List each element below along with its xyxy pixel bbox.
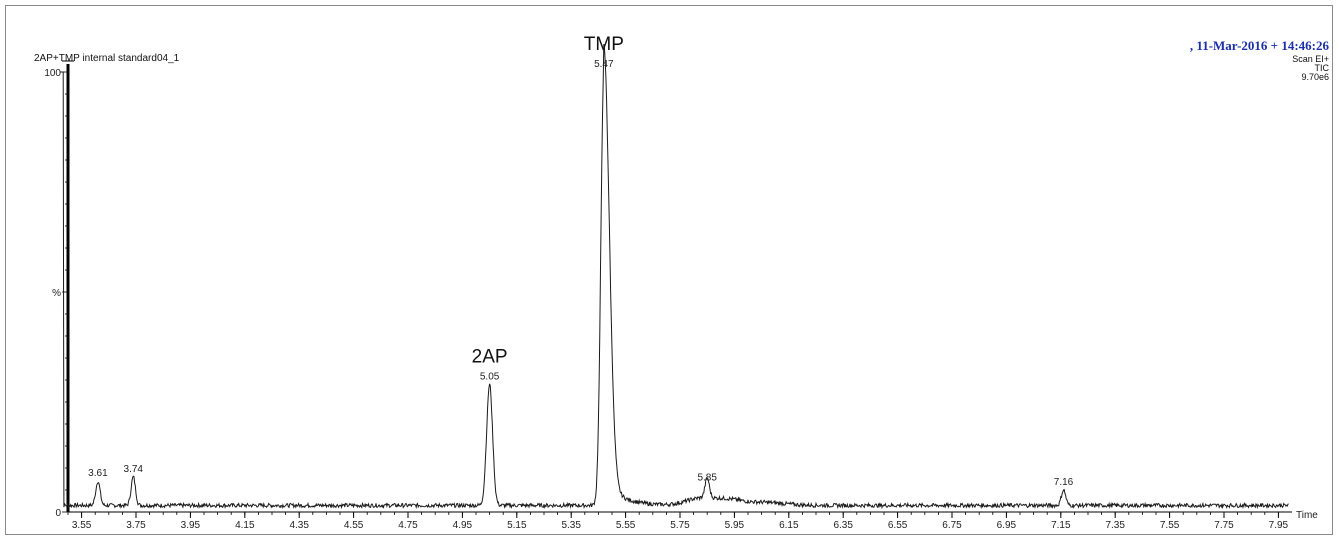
x-tick-label: 6.15	[779, 520, 799, 531]
x-tick-label: 4.95	[453, 520, 473, 531]
x-tick-label: 7.95	[1269, 520, 1289, 531]
tic-trace	[59, 44, 1289, 510]
x-tick-label: 5.35	[561, 520, 581, 531]
y-tick-label: 0	[55, 508, 61, 519]
peak-label: 7.16	[1054, 477, 1074, 488]
x-tick-label: 3.95	[181, 520, 201, 531]
y-ticks: 0% 100	[44, 68, 68, 519]
x-tick-label: 7.15	[1051, 520, 1071, 531]
x-tick-label: 4.75	[398, 520, 418, 531]
acquisition-datetime: , 11-Mar-2016 + 14:46:26	[1189, 38, 1329, 53]
peak-label: 5.47	[594, 59, 614, 70]
x-tick-label: 7.35	[1105, 520, 1125, 531]
peak-label: 5.05	[480, 371, 500, 382]
x-tick-label: 5.15	[507, 520, 527, 531]
y-tick-label: 100	[44, 68, 61, 79]
x-tick-label: 7.75	[1214, 520, 1234, 531]
peak-label: 3.74	[124, 464, 144, 475]
axes: Time	[62, 60, 1318, 521]
scan-mode: Scan EI+	[1292, 54, 1329, 64]
x-tick-label: 3.75	[126, 520, 146, 531]
x-axis-label: Time	[1296, 510, 1318, 521]
sample-name: 2AP+TMP internal standard04_1	[34, 53, 180, 64]
peak-labels: 3.61 3.74 5.05 5.47 5.85 7.16	[88, 59, 1074, 488]
max-intensity: 9.70e6	[1301, 72, 1329, 82]
peak-label: 3.61	[88, 468, 108, 479]
compound-annotation: 2AP	[472, 346, 508, 367]
x-tick-label: 5.55	[616, 520, 636, 531]
x-tick-label: 4.35	[289, 520, 309, 531]
chart-frame	[5, 5, 1333, 535]
x-tick-label: 6.75	[942, 520, 962, 531]
trace-type: TIC	[1314, 63, 1330, 73]
x-tick-label: 5.75	[670, 520, 690, 531]
compound-annotation: TMP	[584, 34, 624, 55]
x-tick-label: 6.95	[997, 520, 1017, 531]
x-tick-label: 6.35	[833, 520, 853, 531]
x-ticks: 3.55 3.75 3.95 4.15 4.35 4.55 4.75 4.95 5.15 5.35…	[67, 512, 1289, 531]
y-tick-label: %	[52, 288, 61, 299]
x-tick-label: 6.55	[888, 520, 908, 531]
peak-label: 5.85	[697, 473, 717, 484]
x-tick-label: 4.15	[235, 520, 255, 531]
x-tick-label: 3.55	[72, 520, 92, 531]
peak-annotations: TMP 2AP	[472, 34, 624, 367]
x-tick-label: 5.95	[725, 520, 745, 531]
x-tick-label: 7.55	[1160, 520, 1180, 531]
x-tick-label: 4.55	[344, 520, 364, 531]
